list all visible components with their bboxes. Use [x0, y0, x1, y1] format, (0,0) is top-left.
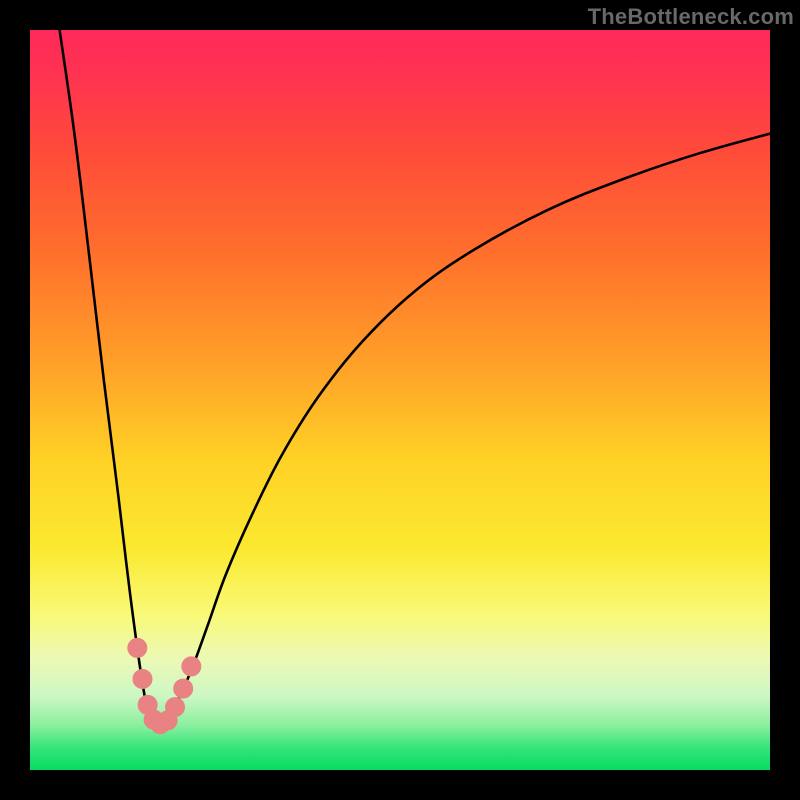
marker-point [166, 698, 185, 717]
bottleneck-chart [0, 0, 800, 800]
marker-point [128, 638, 147, 657]
plot-background [30, 30, 770, 770]
marker-point [174, 679, 193, 698]
marker-point [133, 669, 152, 688]
marker-point [182, 657, 201, 676]
watermark-text: TheBottleneck.com [588, 4, 794, 30]
figure-root: TheBottleneck.com [0, 0, 800, 800]
